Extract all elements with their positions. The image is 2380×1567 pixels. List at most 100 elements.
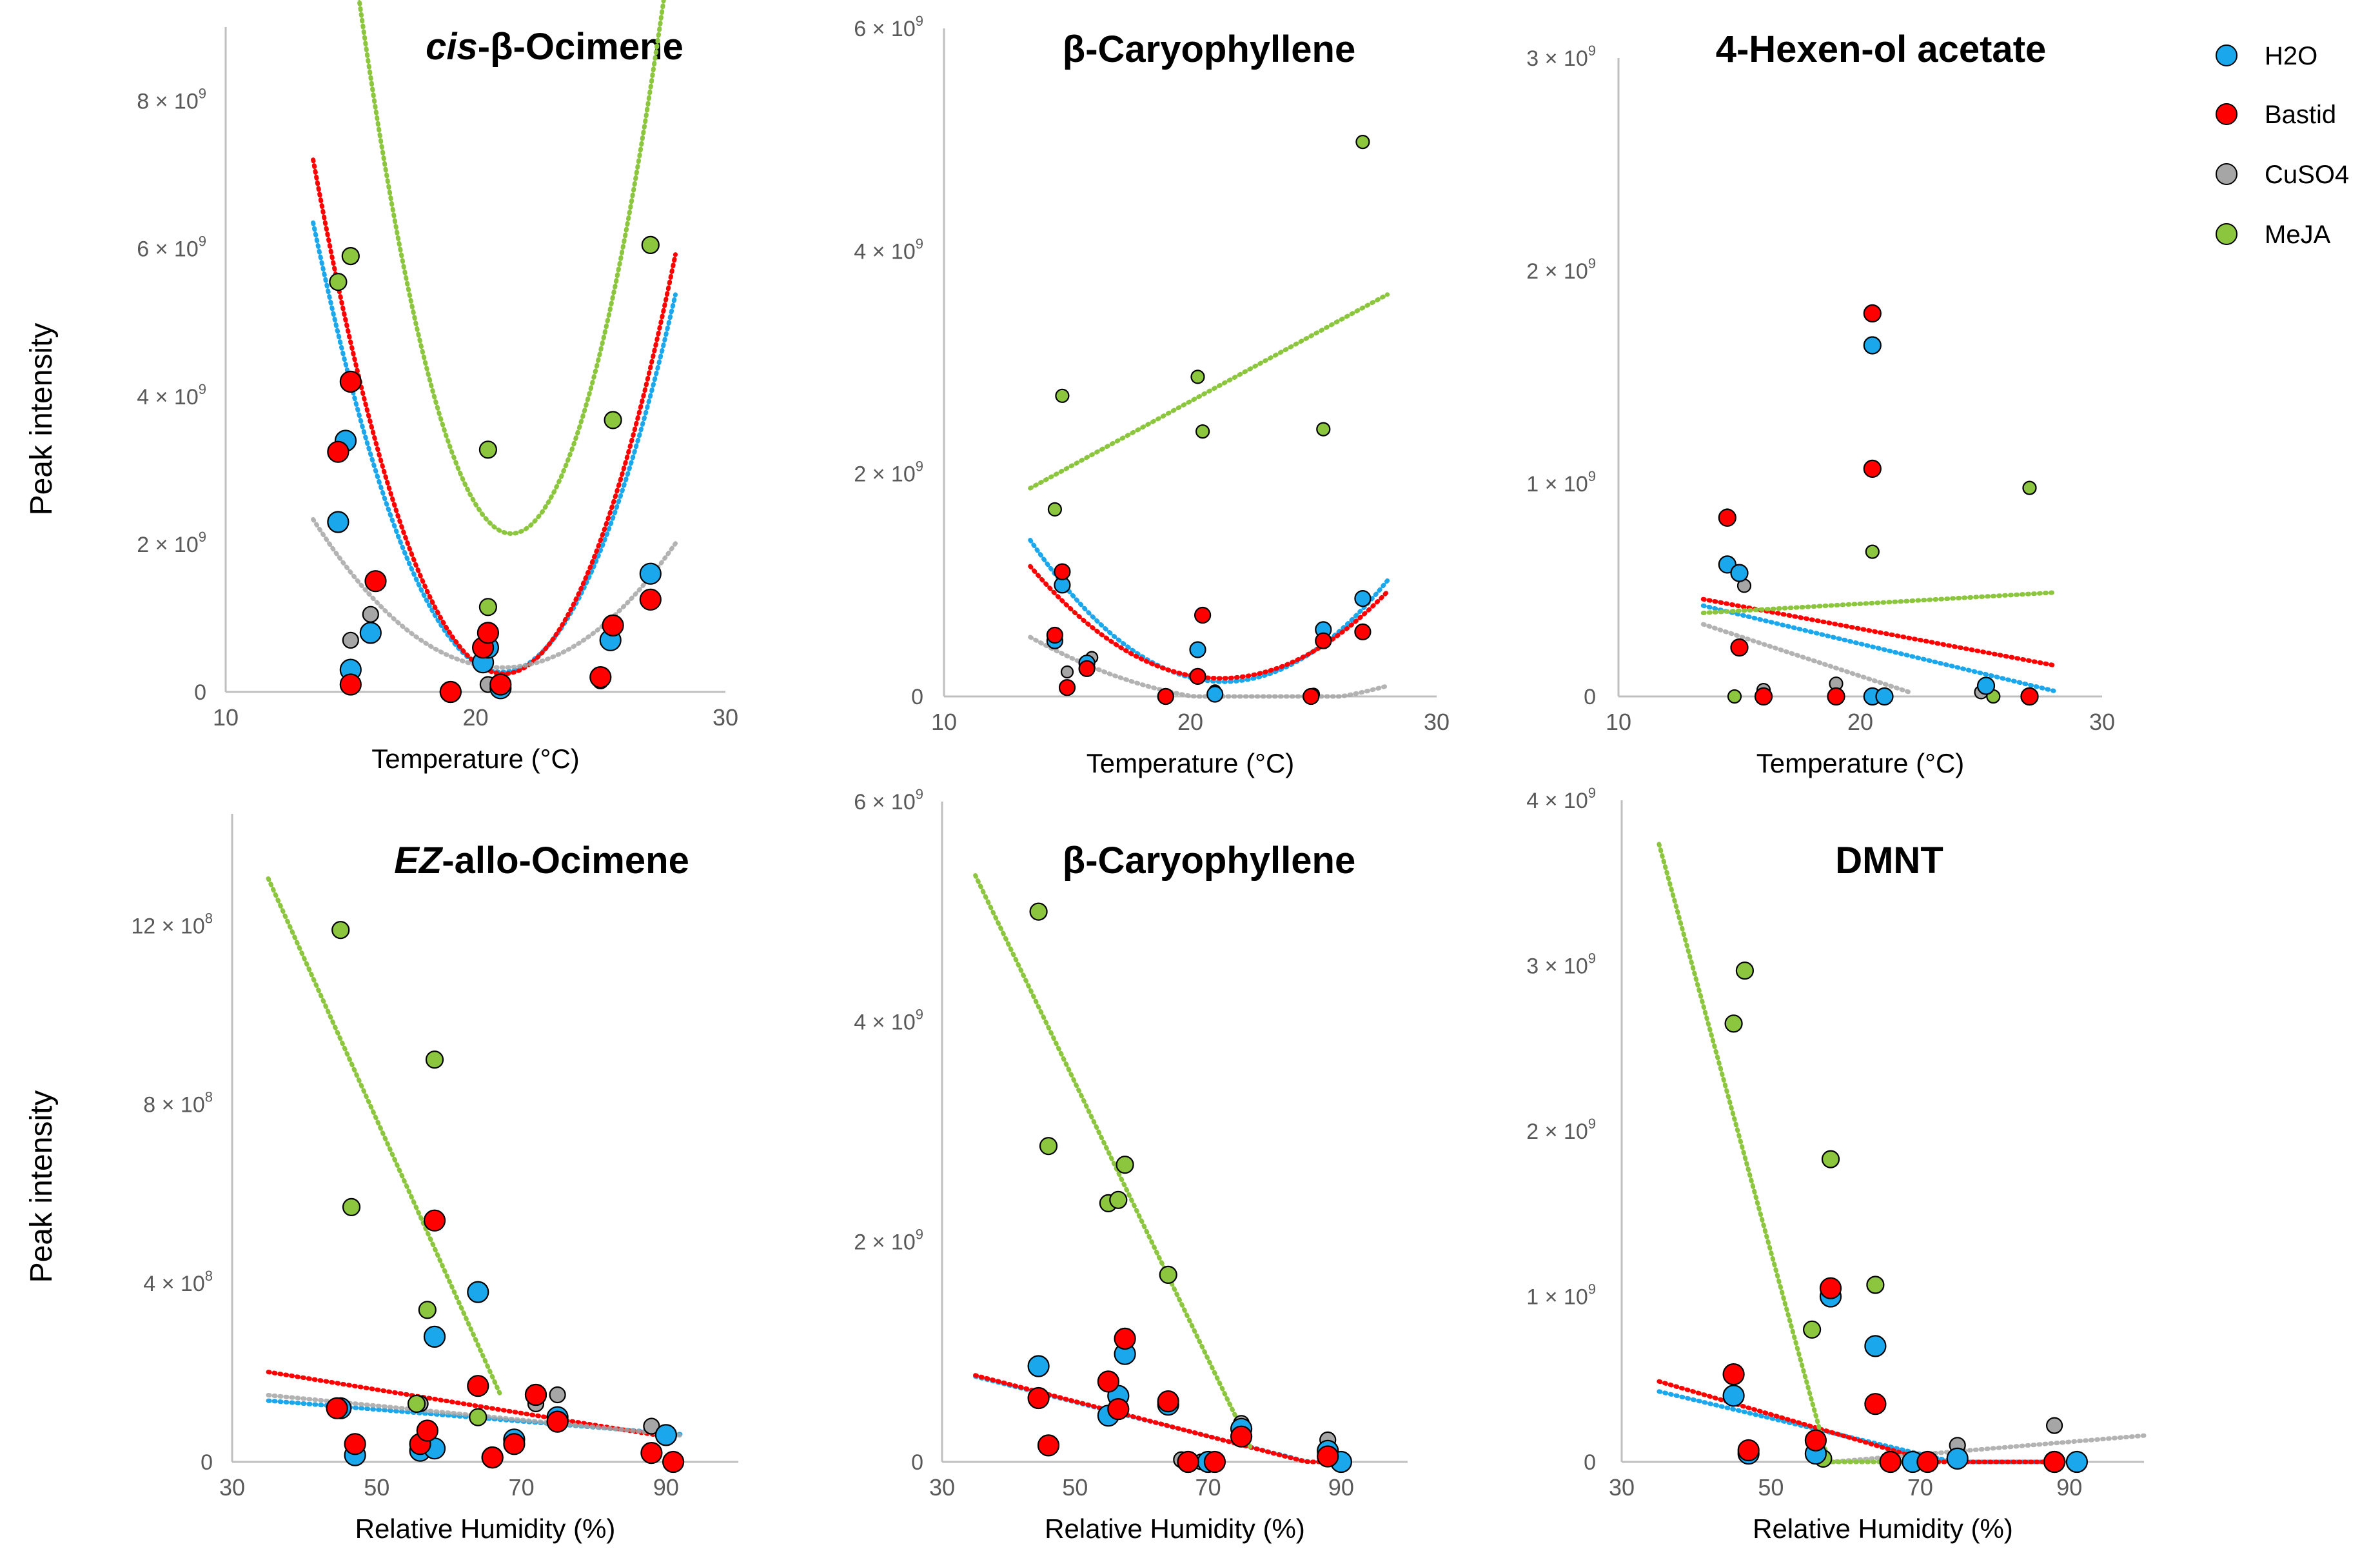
data-point-bastid	[326, 1397, 348, 1419]
data-point-bastid	[344, 1433, 366, 1455]
y-tick-label: 6 × 109	[854, 13, 923, 41]
legend-item-meja: MeJA	[2216, 221, 2331, 249]
y-tick-base: 0	[911, 685, 923, 709]
data-point-bastid	[1864, 1393, 1887, 1415]
data-point-bastid	[423, 1209, 446, 1232]
data-point-h2o	[1722, 1385, 1745, 1407]
data-point-meja	[1195, 424, 1210, 439]
data-point-meja	[1735, 961, 1754, 980]
data-point-bastid	[1046, 626, 1064, 644]
data-point-bastid	[1107, 1398, 1130, 1421]
data-point-meja	[425, 1050, 444, 1069]
chart-title: DMNT	[1835, 840, 1943, 882]
data-point-bastid	[339, 370, 362, 393]
data-point-bastid	[546, 1410, 569, 1433]
y-tick-base: 6 × 10	[854, 790, 915, 814]
data-point-meja	[1316, 422, 1331, 437]
data-point-meja	[469, 1408, 487, 1426]
y-tick-label: 2 × 109	[854, 458, 923, 487]
legend-marker-cuso4	[2216, 163, 2237, 185]
y-tick-label: 2 × 109	[1526, 1116, 1596, 1144]
chart-panel-p1: cis-β-Ocimene 10 20 30 Temperature (°C) 0 2 × …	[137, 0, 738, 774]
legend-item-cuso4: CuSO4	[2216, 161, 2349, 189]
legend-label-meja: MeJA	[2265, 221, 2331, 249]
y-tick-label: 0	[911, 1450, 923, 1475]
y-tick-base: 1 × 10	[1526, 1285, 1588, 1310]
y-tick-label: 1 × 109	[1526, 1281, 1596, 1310]
data-point-meja	[1803, 1320, 1822, 1339]
y-tick-label: 2 × 109	[137, 529, 206, 557]
data-point-meja	[1055, 388, 1070, 403]
data-point-bastid	[467, 1375, 489, 1397]
chart-title-rest: -β-Ocimene	[478, 26, 684, 68]
x-tick-label: 50	[1758, 1474, 1784, 1501]
y-tick-exponent: 9	[1588, 255, 1596, 271]
y-tick-base: 3 × 10	[1526, 46, 1588, 71]
y-tick-exponent: 9	[199, 86, 206, 102]
data-point-cuso4	[549, 1386, 566, 1404]
x-tick-label: 90	[1328, 1474, 1354, 1501]
data-point-bastid	[503, 1433, 526, 1455]
y-tick-label: 6 × 109	[854, 786, 923, 814]
x-tick-label: 90	[653, 1474, 679, 1501]
y-tick-label: 4 × 109	[854, 1006, 923, 1034]
trendline-bastid	[311, 157, 678, 676]
data-point-h2o	[1875, 687, 1894, 706]
x-tick-label: 10	[1606, 709, 1631, 735]
data-point-bastid	[1054, 563, 1071, 580]
y-tick-label: 0	[201, 1450, 213, 1475]
y-tick-label: 12 × 108	[131, 910, 213, 938]
data-point-bastid	[2020, 687, 2039, 706]
x-tick-label: 30	[929, 1474, 955, 1501]
data-point-meja	[1724, 1014, 1743, 1033]
data-point-bastid	[439, 680, 462, 704]
data-point-meja	[1047, 502, 1063, 517]
data-point-meja	[341, 247, 360, 266]
legend-marker-h2o	[2216, 44, 2237, 66]
y-tick-label: 4 × 109	[1526, 785, 1596, 813]
y-tick-base: 2 × 10	[137, 533, 198, 557]
data-point-meja	[604, 411, 622, 429]
chart-title-italic: EZ	[394, 840, 444, 882]
y-tick-base: 6 × 10	[854, 17, 915, 41]
y-tick-base: 0	[911, 1450, 923, 1475]
data-point-bastid	[1194, 606, 1212, 624]
data-point-bastid	[1754, 687, 1773, 706]
data-point-bastid	[1058, 679, 1076, 696]
y-tick-label: 3 × 109	[1526, 43, 1596, 71]
data-point-bastid	[1157, 687, 1174, 705]
data-point-bastid	[524, 1383, 547, 1406]
data-point-bastid	[1037, 1434, 1060, 1457]
y-tick-exponent: 8	[205, 1268, 213, 1284]
chart-title: cis-β-Ocimene	[426, 26, 684, 68]
data-point-bastid	[1819, 1277, 1842, 1299]
x-tick-label: 70	[509, 1474, 535, 1501]
y-tick-exponent: 9	[199, 233, 206, 250]
y-tick-label: 8 × 108	[143, 1089, 213, 1118]
chart-panel-p6: DMNT 30 50 70 90 Relative Humidity (%) 0 1 × 10…	[1526, 785, 2147, 1544]
y-tick-exponent: 9	[199, 529, 206, 545]
data-point-meja	[329, 273, 348, 291]
data-point-cuso4	[1060, 665, 1074, 679]
trendline-meja	[1657, 842, 1923, 1464]
y-tick-label: 6 × 109	[137, 233, 206, 262]
y-tick-base: 6 × 10	[137, 237, 198, 262]
x-tick-label: 20	[462, 704, 488, 731]
data-point-meja	[1355, 135, 1370, 150]
data-point-h2o	[1206, 685, 1224, 703]
y-tick-base: 2 × 10	[1526, 259, 1588, 284]
data-point-bastid	[1718, 508, 1736, 527]
data-point-meja	[1865, 544, 1880, 559]
y-tick-base: 0	[1584, 1450, 1596, 1475]
x-tick-label: 90	[2056, 1474, 2082, 1501]
data-point-h2o	[1946, 1447, 1969, 1470]
y-tick-exponent: 9	[916, 1227, 923, 1243]
data-point-bastid	[662, 1450, 685, 1473]
chart-title-rest: -allo-Ocimene	[442, 840, 689, 882]
data-point-bastid	[1879, 1450, 1902, 1473]
y-tick-label: 4 × 108	[143, 1268, 213, 1296]
data-point-h2o	[1354, 589, 1372, 607]
trendline-meja	[357, 0, 666, 537]
data-point-bastid	[339, 673, 362, 696]
